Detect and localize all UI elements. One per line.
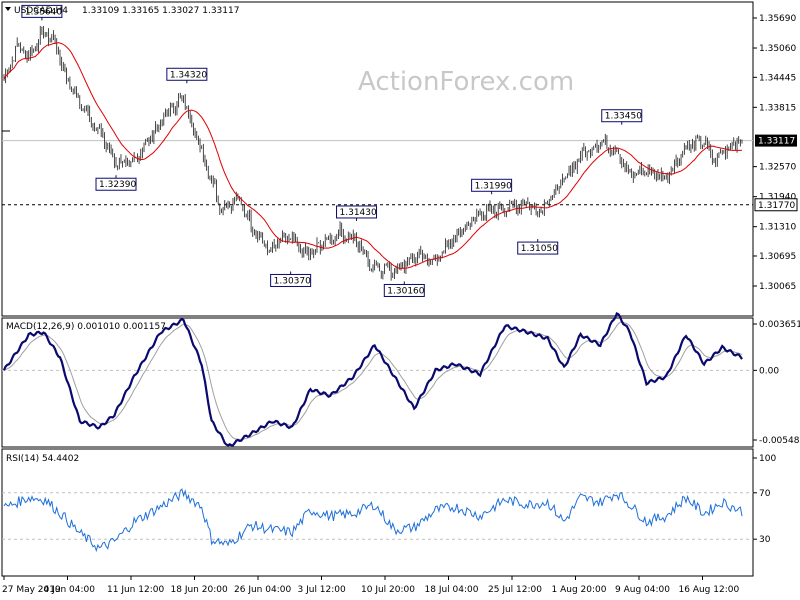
time-tick-label: 1 Aug 20:00	[552, 585, 607, 595]
rsi-axis: 100 70 30	[753, 454, 776, 545]
time-tick-label: 27 May 2019	[2, 585, 61, 595]
price-candles	[3, 25, 743, 281]
macd-lines	[2, 311, 743, 447]
time-tick-label: 16 Aug 12:00	[679, 585, 740, 595]
macd-tick-label: 0.003651	[759, 320, 800, 330]
rsi-panel-frame	[1, 448, 754, 577]
chart-ohlc: 1.33109 1.33165 1.33027 1.33117	[82, 6, 239, 16]
price-grid	[2, 140, 753, 206]
swing-label-text: 1.30160	[387, 286, 424, 296]
chart-symbol: USDCAD,H4	[14, 6, 68, 16]
rsi-tick-label: 100	[759, 454, 776, 464]
triangle-down-icon	[5, 7, 11, 11]
swing-label-text: 1.32390	[99, 180, 136, 190]
swing-label-box	[95, 177, 137, 191]
price-tick-label: 1.33815	[759, 103, 796, 113]
swing-labels: 1.35640 1.34320 1.32390 1.31430 1.30370 1.301…	[21, 4, 643, 297]
swing-label-box	[517, 241, 559, 255]
time-tick-label: 4 Jun 04:00	[44, 585, 96, 595]
time-tick-label: 18 Jul 04:00	[425, 585, 479, 595]
swing-label-text: 1.31050	[521, 244, 558, 254]
macd-tick-label: 0.00	[759, 366, 779, 376]
price-tick-label: 1.31310	[759, 223, 796, 233]
time-tick-label: 10 Jul 20:00	[361, 585, 415, 595]
price-tick-label: 1.30065	[759, 282, 796, 292]
time-tick-label: 25 Jul 12:00	[488, 585, 542, 595]
ma-line	[3, 42, 743, 270]
rsi-tick-label: 30	[759, 535, 771, 545]
swing-label-text: 1.31430	[340, 208, 377, 218]
swing-label-box	[601, 109, 643, 123]
macd-title: MACD(12,26,9) 0.001010 0.001157	[6, 322, 166, 332]
swing-label-text: 1.34320	[170, 70, 207, 80]
rsi-title: RSI(14) 54.4402	[6, 454, 79, 464]
swing-label-box	[270, 273, 312, 287]
macd-tick-label: -0.005489	[759, 436, 800, 446]
swing-label-box	[471, 178, 513, 192]
swing-label-box	[21, 4, 63, 18]
macd-panel-frame	[1, 317, 754, 448]
price-tick-label: 1.35690	[759, 14, 796, 24]
price-tick-label: 1.34445	[759, 73, 796, 83]
macd-axis: 0.003651 0.00 -0.005489	[753, 320, 800, 446]
moving-average	[3, 42, 743, 270]
macd-main-line	[2, 311, 743, 447]
swing-label-text: 1.30370	[274, 276, 311, 286]
macd-signal-line	[3, 321, 743, 441]
watermark: ActionForex.com	[358, 67, 574, 97]
time-tick-label: 3 Jul 12:00	[298, 585, 347, 595]
chart-header: USDCAD,H4 1.33109 1.33165 1.33027 1.3311…	[5, 6, 239, 16]
support-level-tag	[754, 198, 798, 212]
rsi-tick-label: 70	[759, 489, 771, 499]
swing-label-text: 1.35640	[25, 7, 62, 17]
price-tick-label: 1.30695	[759, 252, 796, 262]
swing-label-text: 1.31990	[475, 181, 512, 191]
current-price-tag	[755, 134, 797, 147]
time-tick-label: 9 Aug 04:00	[615, 585, 670, 595]
rsi-grid	[2, 492, 753, 540]
time-tick-label: 11 Jun 12:00	[107, 585, 164, 595]
support-level-label: 1.31770	[758, 201, 795, 211]
swing-label-box	[336, 205, 378, 219]
price-tick-label: 1.31940	[759, 193, 796, 203]
time-tick-label: 18 Jun 20:00	[171, 585, 228, 595]
price-tick-label: 1.35060	[759, 44, 796, 54]
price-axis: 1.35690 1.35060 1.34445 1.33815 1.32570 1.319…	[2, 14, 798, 292]
swing-label-box	[383, 283, 425, 297]
price-tick-label: 1.32570	[759, 163, 796, 173]
swing-label-box	[166, 67, 208, 81]
time-tick-label: 26 Jun 04:00	[234, 585, 291, 595]
rsi-line	[3, 488, 743, 553]
current-price-label: 1.33117	[758, 137, 795, 147]
rsi-line-path	[3, 488, 743, 553]
swing-label-text: 1.33450	[605, 112, 642, 122]
